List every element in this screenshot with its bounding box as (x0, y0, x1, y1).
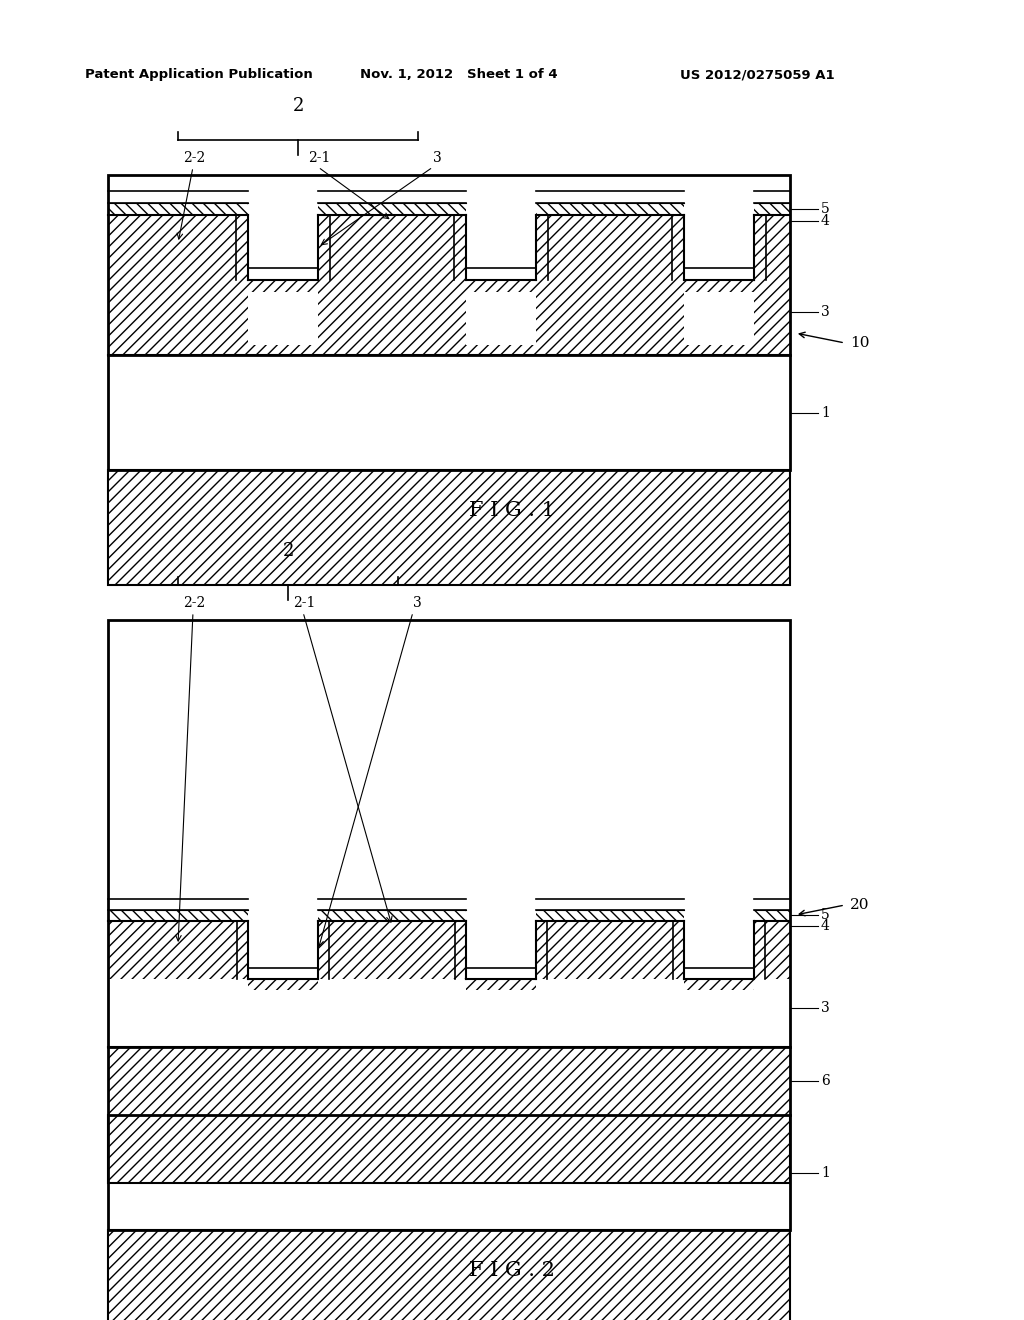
Bar (237, 921, 248, 979)
Bar (108, 280, 790, 355)
Text: 1: 1 (821, 1166, 829, 1180)
Bar (318, 921, 466, 979)
Text: Patent Application Publication: Patent Application Publication (85, 69, 312, 81)
Bar (536, 215, 684, 227)
Text: 3: 3 (413, 597, 422, 610)
Bar (455, 921, 466, 979)
Bar (108, 921, 248, 979)
Text: 2-2: 2-2 (183, 150, 205, 165)
Text: 3: 3 (821, 305, 829, 319)
Text: F I G . 2: F I G . 2 (469, 1261, 555, 1279)
Text: US 2012/0275059 A1: US 2012/0275059 A1 (680, 69, 835, 81)
Bar (108, 1115, 790, 1183)
Bar (318, 215, 330, 280)
Bar (536, 215, 684, 280)
Bar (236, 215, 248, 280)
Bar (318, 215, 466, 280)
Bar (754, 215, 790, 280)
Bar (318, 215, 466, 227)
Bar (684, 979, 754, 990)
Text: 10: 10 (850, 337, 869, 350)
Bar (684, 280, 754, 345)
Text: 4: 4 (821, 919, 829, 933)
Bar (318, 921, 466, 932)
Bar (248, 979, 318, 1038)
Bar (108, 470, 790, 585)
Bar (108, 921, 248, 932)
Text: 2: 2 (292, 96, 304, 115)
Bar (466, 280, 536, 292)
Bar (108, 909, 248, 921)
Bar (754, 215, 766, 280)
Text: Nov. 1, 2012   Sheet 1 of 4: Nov. 1, 2012 Sheet 1 of 4 (360, 69, 558, 81)
Bar (108, 1230, 790, 1320)
Text: 5: 5 (821, 202, 829, 216)
Text: 2-1: 2-1 (293, 597, 315, 610)
Bar (754, 215, 790, 227)
Bar (466, 979, 536, 1038)
Text: 2-1: 2-1 (308, 150, 331, 165)
Bar (754, 909, 790, 921)
Text: 2: 2 (283, 543, 294, 560)
Text: 2-2: 2-2 (183, 597, 205, 610)
Bar (454, 215, 466, 280)
Bar (536, 921, 684, 979)
Text: 4: 4 (821, 214, 829, 228)
Text: 3: 3 (821, 1001, 829, 1015)
Text: 20: 20 (850, 898, 869, 912)
Text: F I G . 1: F I G . 1 (469, 500, 555, 520)
Bar (536, 203, 684, 215)
Bar (536, 921, 547, 979)
Bar (248, 280, 318, 345)
Text: 6: 6 (821, 1074, 829, 1088)
Bar (248, 979, 318, 990)
Text: 3: 3 (433, 150, 441, 165)
Bar (466, 979, 536, 990)
Bar (684, 280, 754, 292)
Bar (673, 921, 684, 979)
Bar (108, 203, 248, 215)
Text: 1: 1 (821, 407, 829, 420)
Bar (754, 921, 790, 979)
Bar (754, 921, 790, 932)
Bar (536, 909, 684, 921)
Bar (754, 921, 765, 979)
Bar (318, 203, 466, 215)
Bar (108, 215, 248, 227)
Bar (684, 979, 754, 1038)
Bar (108, 215, 248, 280)
Bar (536, 921, 684, 932)
Bar (318, 921, 329, 979)
Bar (108, 176, 790, 470)
Bar (672, 215, 684, 280)
Bar (108, 1047, 790, 1115)
Bar (536, 215, 548, 280)
Bar (754, 203, 790, 215)
Bar (466, 280, 536, 345)
Bar (248, 280, 318, 292)
Text: 5: 5 (821, 908, 829, 921)
Bar (108, 620, 790, 1230)
Bar (318, 909, 466, 921)
